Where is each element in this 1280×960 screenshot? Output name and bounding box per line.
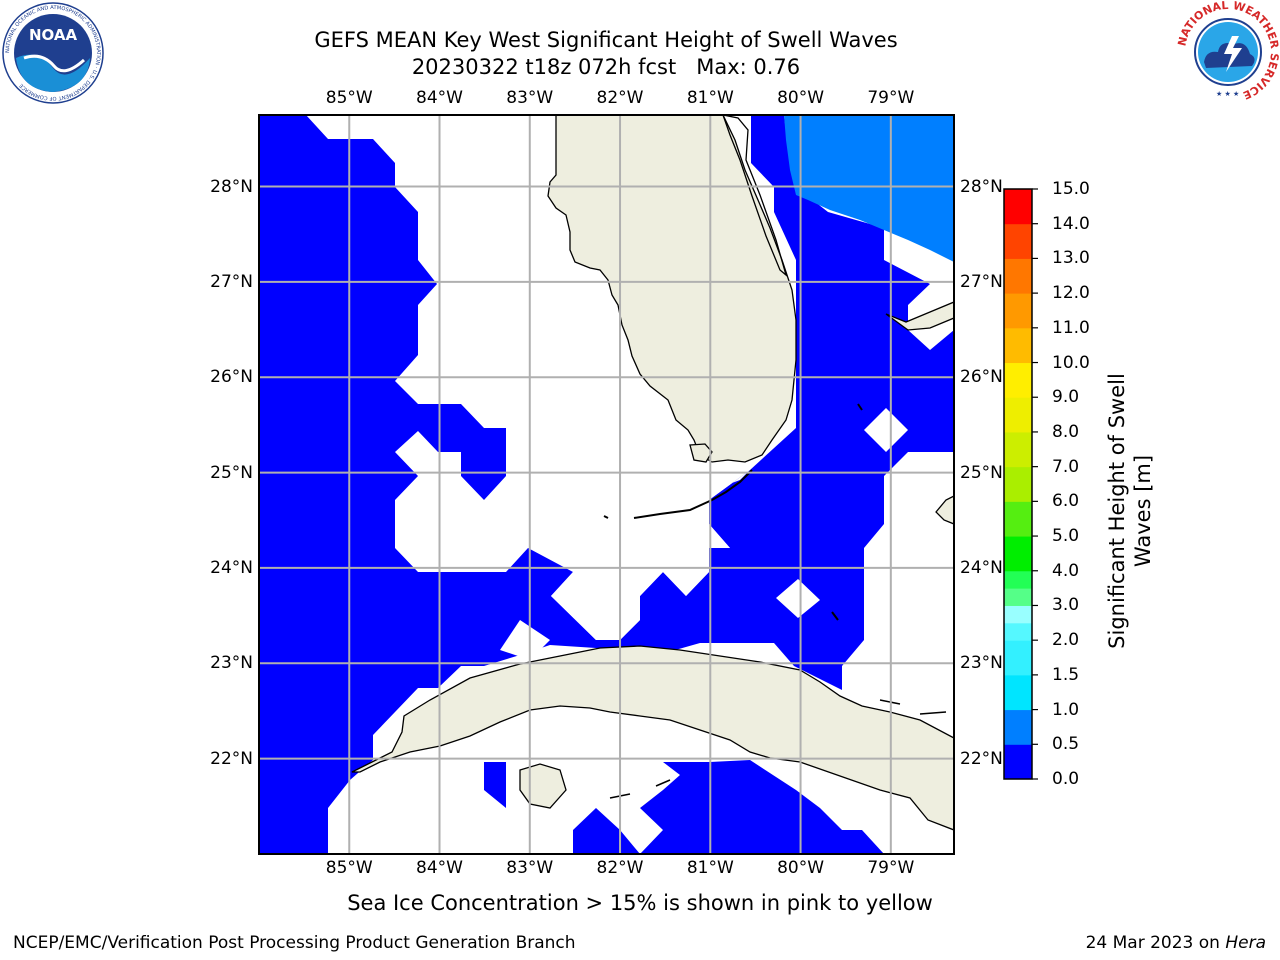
colorbar-title: Significant Height of Swell Waves [m] xyxy=(1105,373,1155,649)
lon-tick-label-top: 83°W xyxy=(506,88,554,108)
lat-tick-label-right: 27°N xyxy=(960,271,1003,292)
footer-date: 24 Mar 2023 on Hera xyxy=(1086,932,1266,954)
land-cuba xyxy=(351,645,954,831)
lon-tick-label-top: 84°W xyxy=(416,88,463,108)
colorbar-tick-label: 1.0 xyxy=(1052,699,1080,720)
no-data-holes xyxy=(500,408,908,660)
chart-title: GEFS MEAN Key West Significant Height of… xyxy=(314,28,898,52)
colorbar-band xyxy=(1004,466,1032,502)
swell-field-0.5-1.0 xyxy=(784,115,954,262)
lat-tick-label-right: 28°N xyxy=(960,176,1003,197)
colorbar-tick-label: 9.0 xyxy=(1052,387,1080,408)
sea-ice-note: Sea Ice Concentration > 15% is shown in … xyxy=(347,891,933,915)
land-florida xyxy=(547,115,797,463)
nws-logo: NATIONAL WEATHER SERVICE ★ ★ ★ xyxy=(1176,0,1280,102)
colorbar-tick-label: 8.0 xyxy=(1052,421,1080,442)
lon-tick-label-bottom: 85°W xyxy=(325,858,373,878)
colorbar-band xyxy=(1004,674,1032,711)
land-bahamas xyxy=(885,301,954,525)
colorbar-tick-label: 7.0 xyxy=(1052,456,1080,477)
lon-tick-label-top: 85°W xyxy=(325,88,373,108)
colorbar-band xyxy=(1004,744,1032,780)
colorbar-band xyxy=(1004,293,1032,329)
florida-keys xyxy=(603,403,863,621)
colorbar-tick-label: 6.0 xyxy=(1052,491,1080,512)
lat-tick-label-right: 24°N xyxy=(960,557,1003,578)
lon-tick-label-top: 80°W xyxy=(777,88,825,108)
lat-tick-label-right: 25°N xyxy=(960,462,1003,483)
graticule xyxy=(259,115,954,854)
colorbar-band xyxy=(1004,431,1032,468)
svg-text:★ ★ ★: ★ ★ ★ xyxy=(1216,90,1239,98)
colorbar-tick-label: 11.0 xyxy=(1052,317,1090,338)
colorbar-band xyxy=(1004,605,1032,624)
lat-tick-label-left: 27°N xyxy=(210,271,253,292)
lat-tick-label-right: 22°N xyxy=(960,748,1003,769)
colorbar xyxy=(1003,188,1038,780)
colorbar-tick-label: 4.0 xyxy=(1052,560,1080,581)
colorbar-tick-label: 10.0 xyxy=(1052,352,1090,373)
colorbar-band xyxy=(1004,397,1032,433)
noaa-logo-text: NOAA xyxy=(29,26,78,44)
colorbar-band xyxy=(1004,588,1032,606)
colorbar-band xyxy=(1004,327,1032,364)
colorbar-band xyxy=(1004,709,1032,745)
chart-subtitle: 20230322 t18z 072h fcst Max: 0.76 xyxy=(411,55,801,79)
colorbar-band xyxy=(1004,622,1032,641)
lat-tick-label-left: 22°N xyxy=(210,748,253,769)
colorbar-band xyxy=(1004,189,1032,225)
map-frame xyxy=(258,114,955,855)
footer-date-text: 24 Mar 2023 on xyxy=(1085,933,1226,953)
lat-tick-label-left: 28°N xyxy=(210,176,253,197)
lon-tick-label-bottom: 82°W xyxy=(596,858,644,878)
colorbar-tick-label: 2.0 xyxy=(1052,630,1080,651)
lon-tick-label-bottom: 84°W xyxy=(416,858,463,878)
lat-tick-label-left: 26°N xyxy=(210,367,253,388)
lon-tick-label-bottom: 80°W xyxy=(777,858,825,878)
colorbar-tick-label: 14.0 xyxy=(1052,213,1090,234)
lon-tick-label-bottom: 83°W xyxy=(506,858,554,878)
lon-tick-label-bottom: 81°W xyxy=(686,858,734,878)
lon-tick-label-bottom: 79°W xyxy=(867,858,915,878)
colorbar-tick-label: 15.0 xyxy=(1052,179,1090,199)
colorbar-band xyxy=(1004,570,1032,589)
colorbar-tick-label: 5.0 xyxy=(1052,526,1080,547)
colorbar-band xyxy=(1004,640,1032,676)
colorbar-tick-label: 0.5 xyxy=(1052,734,1080,755)
colorbar-band xyxy=(1004,362,1032,398)
colorbar-band xyxy=(1004,258,1032,294)
colorbar-frame xyxy=(1003,188,1033,780)
noaa-logo: NATIONAL OCEANIC AND ATMOSPHERIC ADMINIS… xyxy=(2,2,104,104)
lat-tick-label-left: 23°N xyxy=(210,653,253,674)
footer-host: Hera xyxy=(1225,933,1266,953)
colorbar-tick-label: 0.0 xyxy=(1052,769,1080,789)
colorbar-band xyxy=(1004,536,1032,572)
lon-tick-label-top: 81°W xyxy=(686,88,734,108)
colorbar-tick-label: 1.5 xyxy=(1052,664,1080,685)
lat-tick-label-left: 25°N xyxy=(210,462,253,483)
footer-credit: NCEP/EMC/Verification Post Processing Pr… xyxy=(13,933,576,953)
colorbar-tick-label: 12.0 xyxy=(1052,283,1090,304)
colorbar-band xyxy=(1004,223,1032,259)
colorbar-tick-label: 3.0 xyxy=(1052,595,1080,616)
colorbar-band xyxy=(1004,501,1032,537)
lat-tick-label-right: 26°N xyxy=(960,367,1003,388)
lon-tick-label-top: 82°W xyxy=(596,88,644,108)
lat-tick-label-left: 24°N xyxy=(210,557,253,578)
colorbar-tick-label: 13.0 xyxy=(1052,248,1090,269)
lon-tick-label-top: 79°W xyxy=(867,88,915,108)
lat-tick-label-right: 23°N xyxy=(960,653,1003,674)
